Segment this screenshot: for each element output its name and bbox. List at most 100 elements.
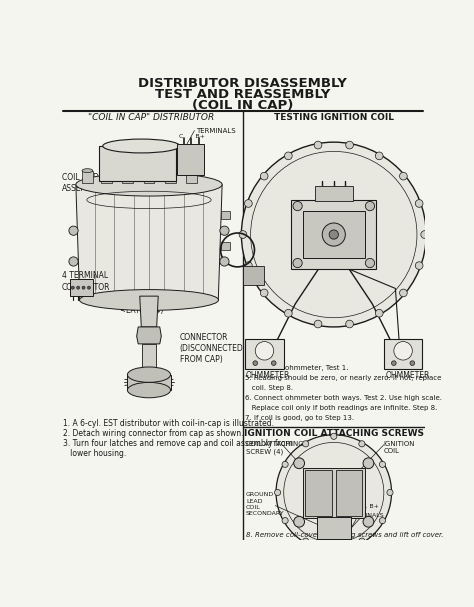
Bar: [384, 339, 422, 368]
Circle shape: [363, 458, 374, 469]
Text: 8. Remove coil-cover attaching screws and lift off cover.: 8. Remove coil-cover attaching screws an…: [246, 532, 444, 538]
Polygon shape: [137, 327, 161, 344]
Circle shape: [415, 200, 423, 208]
Text: (COIL IN CAP): (COIL IN CAP): [192, 99, 293, 112]
Circle shape: [379, 461, 385, 467]
Circle shape: [71, 286, 74, 289]
Circle shape: [379, 518, 385, 524]
Circle shape: [392, 361, 396, 365]
Text: 3. Turn four latches and remove cap and coil assembly from: 3. Turn four latches and remove cap and …: [63, 439, 292, 449]
Circle shape: [375, 152, 383, 160]
Circle shape: [314, 320, 322, 328]
Ellipse shape: [144, 169, 155, 172]
Text: TERMINALS: TERMINALS: [349, 514, 385, 518]
Text: coil. Step 8.: coil. Step 8.: [245, 385, 293, 392]
Polygon shape: [128, 375, 171, 390]
Polygon shape: [220, 242, 230, 250]
Circle shape: [329, 230, 338, 239]
Circle shape: [314, 141, 322, 149]
Bar: [317, 517, 352, 538]
Bar: [315, 186, 353, 202]
Text: "COIL IN CAP" DISTRIBUTOR: "COIL IN CAP" DISTRIBUTOR: [88, 113, 214, 122]
Ellipse shape: [128, 382, 171, 398]
Ellipse shape: [82, 169, 93, 172]
Circle shape: [400, 289, 407, 297]
Bar: [177, 144, 204, 175]
Circle shape: [359, 441, 365, 447]
Circle shape: [421, 231, 428, 239]
Text: 5. Reading should be zero, or nearly zero. If not, replace: 5. Reading should be zero, or nearly zer…: [245, 376, 442, 381]
Circle shape: [284, 310, 292, 317]
Circle shape: [241, 142, 426, 327]
Polygon shape: [99, 146, 176, 181]
Circle shape: [274, 489, 281, 495]
Polygon shape: [76, 185, 222, 300]
Polygon shape: [142, 344, 156, 369]
Bar: [305, 470, 332, 515]
Polygon shape: [140, 296, 158, 327]
Text: LATCH (4): LATCH (4): [126, 306, 163, 315]
Text: TERMINALS: TERMINALS: [196, 127, 236, 134]
Circle shape: [302, 441, 309, 447]
Circle shape: [245, 262, 252, 270]
Circle shape: [255, 342, 273, 360]
Text: COIL ATTACHING
SCREW (4): COIL ATTACHING SCREW (4): [246, 441, 304, 455]
Text: C GRD. B+: C GRD. B+: [346, 504, 379, 509]
Circle shape: [276, 435, 392, 550]
Circle shape: [346, 320, 354, 328]
Circle shape: [363, 517, 374, 527]
Circle shape: [282, 461, 288, 467]
Text: 1. A 6-cyl. EST distributor with coil-in-cap is illustrated.: 1. A 6-cyl. EST distributor with coil-in…: [63, 419, 274, 429]
Circle shape: [220, 257, 229, 266]
Circle shape: [331, 546, 337, 552]
Text: DISTRIBUTOR DISASSEMBLY: DISTRIBUTOR DISASSEMBLY: [138, 78, 347, 90]
Circle shape: [331, 433, 337, 439]
Circle shape: [284, 152, 292, 160]
Text: TEST AND REASSEMBLY: TEST AND REASSEMBLY: [155, 88, 330, 101]
Text: OHMMETER: OHMMETER: [385, 371, 430, 380]
Polygon shape: [101, 171, 112, 183]
Text: TESTING IGNITION COIL: TESTING IGNITION COIL: [274, 113, 394, 122]
Circle shape: [394, 342, 412, 360]
Polygon shape: [220, 211, 230, 219]
Text: Replace coil only if both readings are infinite. Step 8.: Replace coil only if both readings are i…: [245, 405, 438, 412]
Polygon shape: [82, 171, 93, 183]
Polygon shape: [243, 266, 264, 285]
Text: 2. Detach wiring connector from cap as shown.: 2. Detach wiring connector from cap as s…: [63, 429, 243, 438]
Circle shape: [400, 172, 407, 180]
Ellipse shape: [186, 169, 197, 172]
Bar: [292, 200, 376, 269]
Circle shape: [302, 538, 309, 544]
Text: IGNITION
COIL: IGNITION COIL: [384, 441, 415, 455]
Circle shape: [69, 257, 78, 266]
Circle shape: [239, 231, 247, 239]
Circle shape: [415, 262, 423, 270]
Circle shape: [346, 141, 354, 149]
Circle shape: [322, 223, 346, 246]
Circle shape: [260, 172, 268, 180]
Circle shape: [260, 289, 268, 297]
Bar: [303, 211, 365, 257]
Text: 7. If coil is good, go to Step 13.: 7. If coil is good, go to Step 13.: [245, 415, 355, 421]
Polygon shape: [144, 171, 155, 183]
Ellipse shape: [101, 169, 112, 172]
Bar: [303, 468, 365, 518]
Text: 6. Connect ohmmeter both ways. Test 2. Use high scale.: 6. Connect ohmmeter both ways. Test 2. U…: [245, 396, 442, 401]
Circle shape: [294, 517, 304, 527]
Text: COIL AND CAP
ASSEMBLY: COIL AND CAP ASSEMBLY: [62, 173, 116, 193]
Circle shape: [82, 286, 85, 289]
Text: IGNITION COIL ATTACHING SCREWS: IGNITION COIL ATTACHING SCREWS: [244, 429, 424, 438]
Circle shape: [87, 286, 91, 289]
Ellipse shape: [122, 169, 133, 172]
Polygon shape: [122, 171, 133, 183]
Circle shape: [365, 259, 374, 268]
Ellipse shape: [165, 169, 176, 172]
Text: 1: 1: [261, 345, 268, 356]
Circle shape: [293, 259, 302, 268]
Circle shape: [69, 226, 78, 236]
Circle shape: [272, 361, 276, 365]
Text: CONNECTOR
(DISCONNECTED
FROM CAP): CONNECTOR (DISCONNECTED FROM CAP): [180, 333, 244, 364]
Text: 2: 2: [400, 345, 407, 356]
Bar: [336, 470, 362, 515]
Circle shape: [410, 361, 415, 365]
